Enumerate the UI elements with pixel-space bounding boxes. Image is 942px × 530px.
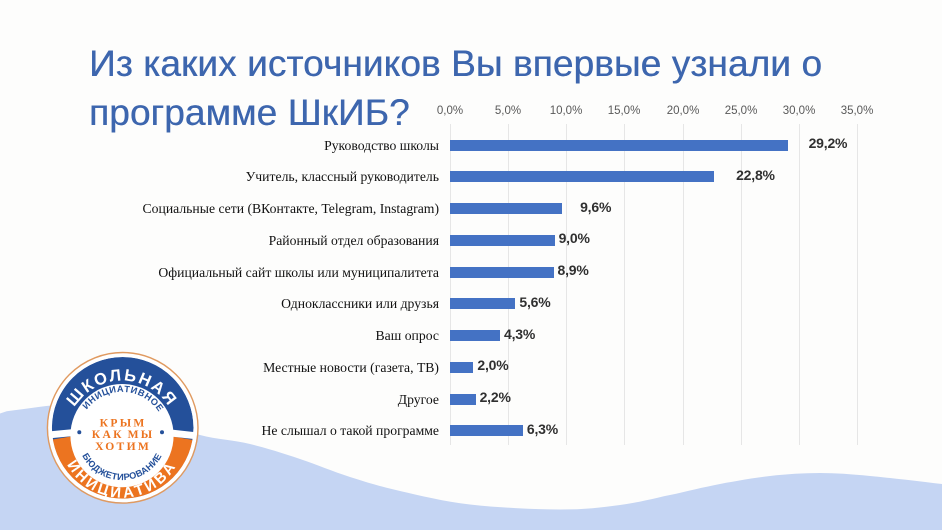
svg-text:КАК МЫ: КАК МЫ [92, 428, 155, 441]
svg-text:КРЫМ: КРЫМ [100, 416, 147, 429]
svg-text:ХОТИМ: ХОТИМ [95, 440, 151, 453]
